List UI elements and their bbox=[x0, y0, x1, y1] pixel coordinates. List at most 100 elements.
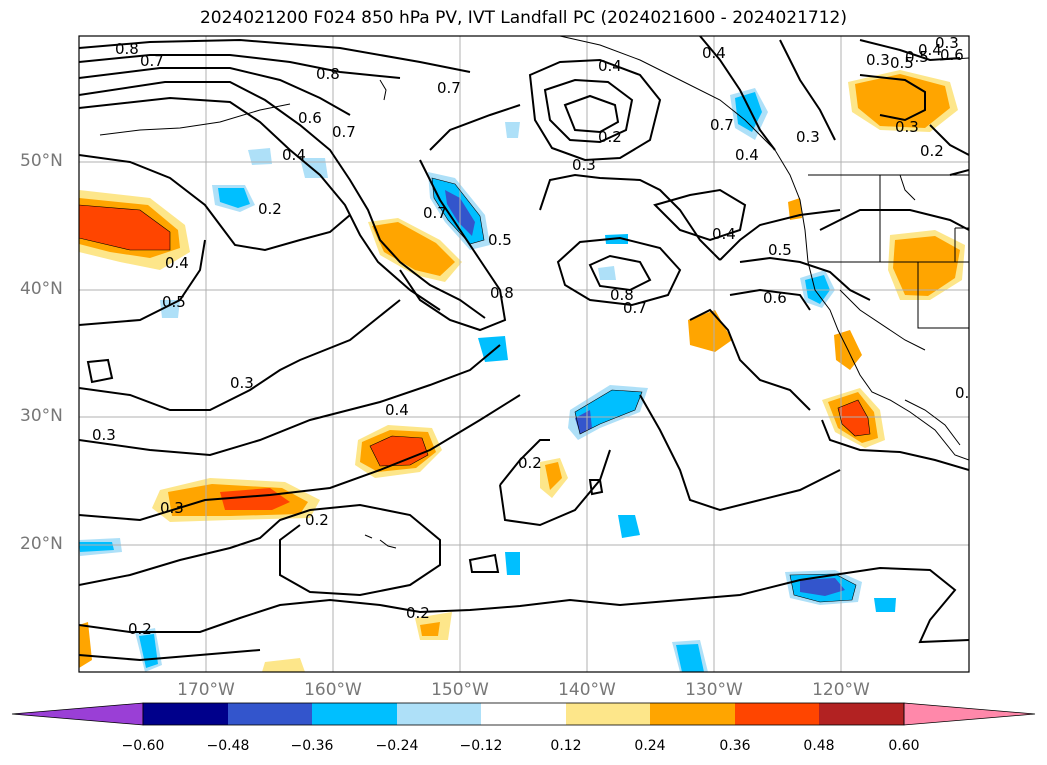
contour-label: 0.7 bbox=[623, 299, 647, 317]
colorbar-bin bbox=[735, 703, 819, 725]
lon-label-170w: 170°W bbox=[177, 680, 235, 700]
colorbar-tick: −0.48 bbox=[206, 738, 250, 754]
coastlines bbox=[99, 36, 969, 549]
lon-label-140w: 140°W bbox=[558, 680, 616, 700]
lon-label-120w: 120°W bbox=[812, 680, 870, 700]
contour-label: 0.3 bbox=[92, 426, 116, 444]
colorbar-tick: −0.36 bbox=[290, 738, 334, 754]
contour-label: 0.7 bbox=[710, 116, 734, 134]
gridlines bbox=[79, 36, 969, 672]
shade-positive bbox=[545, 462, 562, 490]
shade-negative bbox=[676, 644, 704, 672]
contour-label: 0.4 bbox=[712, 225, 736, 243]
contour-label: 0.7 bbox=[332, 123, 356, 141]
map-frame bbox=[78, 35, 970, 673]
shade-negative bbox=[800, 578, 845, 596]
contour-label: 0.3 bbox=[572, 156, 596, 174]
contour-label: 0.4 bbox=[385, 401, 409, 419]
map-title: 2024021200 F024 850 hPa PV, IVT Landfall… bbox=[199, 8, 847, 28]
contour-label: 0.6 bbox=[298, 109, 322, 127]
contour-label: 0.5 bbox=[162, 293, 186, 311]
colorbar-bin bbox=[481, 703, 566, 725]
contour-label: 0.3 bbox=[935, 34, 959, 52]
shade-positive bbox=[370, 436, 428, 466]
shade-positive bbox=[688, 310, 732, 352]
shade-positive bbox=[79, 205, 170, 250]
shade-negative bbox=[248, 148, 272, 165]
shade-positive bbox=[220, 488, 290, 510]
colorbar-tick: 0.12 bbox=[550, 738, 582, 754]
colorbar-bin bbox=[312, 703, 397, 725]
lon-label-160w: 160°W bbox=[304, 680, 362, 700]
shaded-regions bbox=[79, 70, 965, 672]
colorbar-bin bbox=[228, 703, 312, 725]
colorbar-bin bbox=[650, 703, 735, 725]
contour-label: 0.4 bbox=[598, 57, 622, 75]
contour-labels: 0.8 0.7 0.8 0.7 0.6 0.7 0.4 0.2 0.4 0.5 … bbox=[92, 34, 979, 638]
shade-negative bbox=[218, 188, 250, 208]
shade-negative bbox=[160, 300, 180, 318]
contour-label: 0.2 bbox=[258, 200, 282, 218]
contour-label: 0.8 bbox=[490, 284, 514, 302]
contour-label: 0.3 bbox=[955, 384, 979, 402]
contour-label: 0.5 bbox=[890, 54, 914, 72]
colorbar-tick: −0.24 bbox=[375, 738, 419, 754]
contour-label: 0.5 bbox=[488, 231, 512, 249]
contour-label: 0.2 bbox=[518, 454, 542, 472]
contour-label: 0.3 bbox=[796, 128, 820, 146]
contour-label: 0.4 bbox=[282, 146, 306, 164]
colorbar-bin bbox=[819, 703, 904, 725]
shade-positive bbox=[893, 236, 960, 296]
contours bbox=[79, 36, 969, 662]
shade-outlines bbox=[79, 177, 871, 603]
colorbar-tick: 0.24 bbox=[634, 738, 666, 754]
shade-negative bbox=[618, 515, 640, 538]
colorbar-bin bbox=[143, 703, 228, 725]
shade-negative bbox=[598, 266, 616, 280]
contour-label: 0.4 bbox=[165, 254, 189, 272]
colorbar-tick: 0.36 bbox=[719, 738, 751, 754]
contour-label: 0.7 bbox=[437, 79, 461, 97]
lon-label-130w: 130°W bbox=[685, 680, 743, 700]
contour-label: 0.3 bbox=[230, 374, 254, 392]
contour-label: 0.5 bbox=[768, 241, 792, 259]
shade-negative bbox=[874, 598, 896, 612]
colorbar-bin bbox=[566, 703, 650, 725]
contour-label: 0.4 bbox=[702, 44, 726, 62]
lon-label-150w: 150°W bbox=[431, 680, 489, 700]
shade-negative bbox=[505, 122, 520, 138]
shade-negative bbox=[575, 390, 642, 434]
shade-positive bbox=[372, 222, 455, 276]
contour-label: 0.2 bbox=[920, 142, 944, 160]
contour-label: 0.2 bbox=[598, 128, 622, 146]
shade-positive bbox=[838, 400, 870, 436]
lat-label-40n: 40°N bbox=[20, 279, 63, 299]
contour-label: 0.5 bbox=[905, 48, 929, 66]
shade-negative bbox=[478, 336, 508, 362]
contour-label: 0.4 bbox=[735, 146, 759, 164]
lat-label-50n: 50°N bbox=[20, 151, 63, 171]
colorbar-tick: 0.60 bbox=[888, 738, 920, 754]
shade-positive bbox=[420, 622, 440, 636]
contour-label: 0.3 bbox=[895, 118, 919, 136]
contour-label: 0.6 bbox=[763, 289, 787, 307]
contour-label: 0.6 bbox=[940, 46, 964, 64]
lat-label-20n: 20°N bbox=[20, 534, 63, 554]
contour-label: 0.8 bbox=[316, 65, 340, 83]
contour-label: 0.2 bbox=[305, 511, 329, 529]
map-background bbox=[79, 36, 969, 672]
shade-negative bbox=[575, 410, 592, 434]
contour-label: 0.7 bbox=[140, 52, 164, 70]
shade-positive bbox=[855, 74, 950, 128]
contour-label: 0.2 bbox=[406, 604, 430, 622]
shade-negative bbox=[505, 552, 520, 575]
colorbar-tick: −0.12 bbox=[459, 738, 503, 754]
colorbar-tick: 0.48 bbox=[803, 738, 835, 754]
contour-label: 0.2 bbox=[128, 620, 152, 638]
contour-label: 0.8 bbox=[115, 40, 139, 58]
contour-label: 0.3 bbox=[160, 499, 184, 517]
colorbar-tick: −0.60 bbox=[121, 738, 165, 754]
colorbar-under bbox=[11, 702, 144, 726]
lat-label-30n: 30°N bbox=[20, 406, 63, 426]
